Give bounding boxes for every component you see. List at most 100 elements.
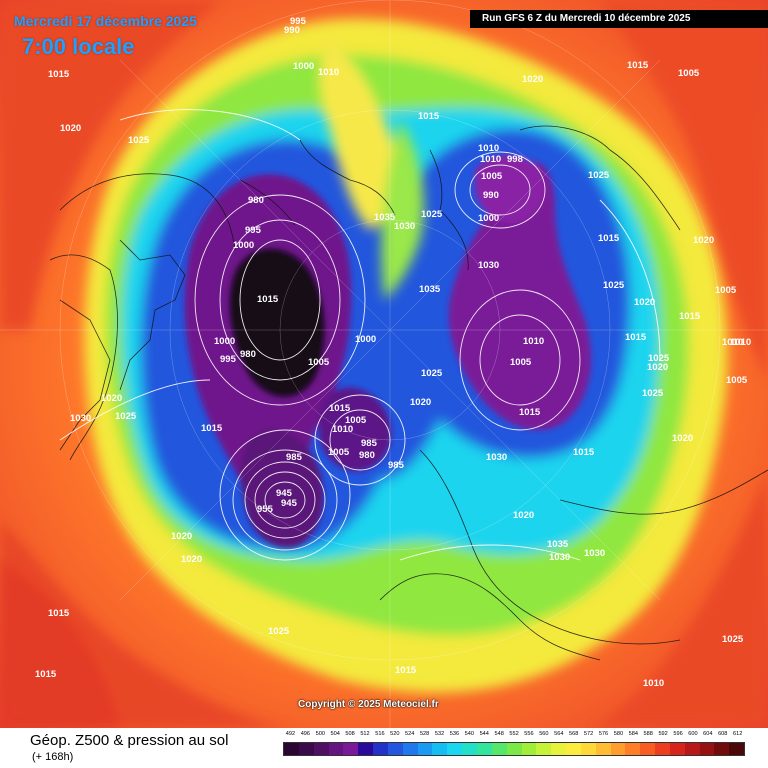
- isobar-pressure-label: 1005: [345, 415, 367, 426]
- isobar-pressure-label: 1015: [35, 669, 57, 680]
- isobar-pressure-label: 1020: [513, 510, 534, 521]
- isobar-pressure-label: 1015: [329, 403, 351, 414]
- isobar-pressure-label: 1025: [128, 135, 150, 146]
- isobar-pressure-label: 1015: [625, 332, 647, 343]
- scale-tick-label: 532: [434, 731, 445, 737]
- z500-pressure-map: 9959901015100010101020101510101020102510…: [0, 0, 768, 728]
- isobar-pressure-label: 1035: [374, 212, 396, 223]
- map-title: Géop. Z500 & pression au sol: [30, 732, 229, 749]
- scale-tick-label: 556: [524, 731, 534, 737]
- scale-swatch: [417, 743, 433, 755]
- scale-swatch: [284, 743, 299, 755]
- isobar-pressure-label: 1020: [634, 297, 655, 308]
- isobar-pressure-label: 1015: [519, 407, 541, 418]
- legend-bar: Géop. Z500 & pression au sol (+ 168h) 49…: [0, 728, 768, 768]
- isobar-pressure-label: 1035: [419, 284, 441, 295]
- isobar-pressure-label: 1015: [257, 294, 279, 305]
- scale-tick-label: 564: [554, 731, 564, 737]
- isobar-pressure-label: 1030: [584, 548, 605, 559]
- isobar-pressure-label: 1025: [268, 626, 290, 637]
- isobar-pressure-label: 1035: [547, 539, 569, 550]
- isobar-pressure-label: 1000: [355, 334, 376, 345]
- top-ridge: [318, 40, 424, 300]
- scale-swatch: [536, 743, 552, 755]
- iceland-low: [318, 387, 392, 472]
- scale-swatch: [476, 743, 492, 755]
- isobar-pressure-label: 1005: [715, 285, 737, 296]
- isobar-pressure-label: 995: [220, 354, 237, 365]
- isobar-pressure-label: 1000: [214, 336, 235, 347]
- isobar-pressure-label: 1015: [598, 233, 620, 244]
- scale-swatch: [402, 743, 418, 755]
- isobar-pressure-label: 990: [483, 190, 499, 201]
- isobar-pressure-label: 1020: [60, 123, 81, 134]
- arctic-low: [475, 155, 545, 224]
- scale-swatch: [566, 743, 581, 755]
- isobar-pressure-label: 945: [276, 488, 293, 499]
- isobar-pressure-label: 1005: [308, 357, 330, 368]
- isobar-pressure-label: 1015: [48, 69, 70, 80]
- scale-tick-label: 584: [628, 731, 638, 737]
- scale-swatch: [595, 743, 611, 755]
- scale-tick-label: 552: [509, 731, 519, 737]
- canada-low-core: [228, 247, 326, 399]
- isobar-pressure-label: 1030: [70, 413, 91, 424]
- scale-tick-label: 520: [390, 731, 400, 737]
- siberia-low: [448, 162, 591, 431]
- color-scale-labels: 492 496 500 504 508 512 516 520 524 528 532 536 540 5…: [283, 731, 745, 741]
- isobar-pressure-label: 1020: [647, 362, 668, 373]
- isobar-pressure-label: 1025: [115, 411, 137, 422]
- warm-red-areas: [0, 0, 768, 728]
- pressure-label-layer: 9959901015100010101020101510101020102510…: [35, 16, 751, 689]
- isobar-pressure-label: 955: [257, 504, 274, 515]
- isobar-pressure-label: 995: [290, 16, 307, 27]
- scale-tick-label: 592: [658, 731, 668, 737]
- model-run-info: Run GFS 6 Z du Mercredi 10 décembre 2025: [470, 10, 768, 28]
- isobar-pressure-label: 1015: [679, 311, 701, 322]
- scale-swatch: [625, 743, 641, 755]
- scale-tick-label: 588: [643, 731, 653, 737]
- isobar-pressure-label: 1005: [510, 357, 532, 368]
- scale-swatch: [313, 743, 329, 755]
- color-scale-bar: [283, 742, 745, 756]
- scale-swatch: [521, 743, 537, 755]
- isobar-pressure-label: 1025: [603, 280, 625, 291]
- scale-swatch: [640, 743, 656, 755]
- scale-tick-label: 600: [688, 731, 698, 737]
- isobar-pressure-label: 980: [248, 195, 264, 206]
- isobar-pressure-label: 1015: [627, 60, 649, 71]
- isobar-pressure-label: 990: [284, 25, 300, 36]
- isobar-pressure-label: 1010: [730, 337, 751, 348]
- isobar-pressure-label: 1015: [395, 665, 417, 676]
- isobar-pressure-label: 1030: [478, 260, 499, 271]
- isobar-pressure-label: 1020: [522, 74, 543, 85]
- isobar-pressure-label: 1030: [394, 221, 415, 232]
- scale-swatch: [491, 743, 507, 755]
- scale-tick-label: 604: [703, 731, 713, 737]
- isobar-pressure-label: 1010: [722, 337, 743, 348]
- isobar-pressure-label: 1025: [421, 209, 443, 220]
- scale-swatch: [610, 743, 626, 755]
- isobar-pressure-label: 980: [359, 450, 375, 461]
- isobar-pressure-label: 945: [281, 498, 298, 509]
- scale-tick-label: 596: [673, 731, 683, 737]
- scale-tick-label: 576: [598, 731, 609, 737]
- scale-swatch: [298, 743, 314, 755]
- isobar-pressure-label: 1000: [233, 240, 254, 251]
- isobar-pressure-label: 1030: [549, 552, 570, 563]
- forecast-lead-time: (+ 168h): [32, 751, 74, 763]
- isobar-pressure-label: 1025: [588, 170, 610, 181]
- isobar-pressure-label: 1005: [328, 447, 350, 458]
- isobar-pressure-label: 1010: [480, 154, 501, 165]
- scale-swatch: [432, 743, 448, 755]
- scale-tick-label: 528: [419, 731, 430, 737]
- forecast-time: 7:00 locale: [22, 34, 135, 59]
- scale-tick-label: 504: [330, 731, 340, 737]
- isobar-pressure-label: 1030: [486, 452, 507, 463]
- scale-swatch: [506, 743, 522, 755]
- scale-tick-label: 536: [449, 731, 460, 737]
- scale-swatch: [714, 743, 730, 755]
- scale-tick-label: 492: [285, 731, 296, 737]
- scale-tick-label: 560: [539, 731, 549, 737]
- isobar-pressure-label: 1015: [573, 447, 595, 458]
